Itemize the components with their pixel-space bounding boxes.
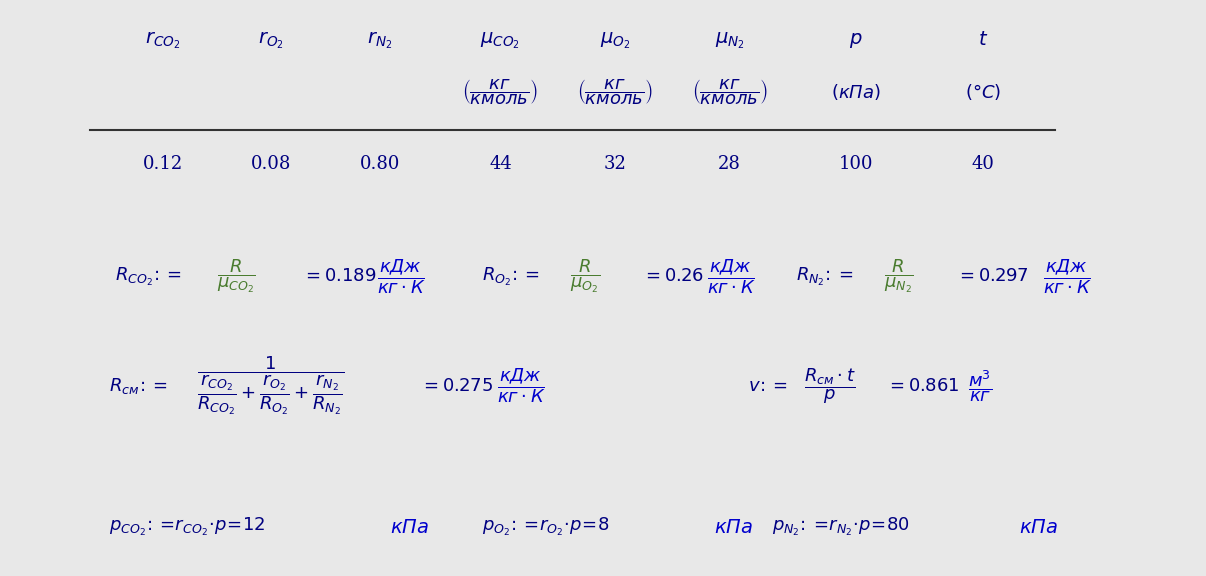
- Text: $R_{CO_2}\!:=$: $R_{CO_2}\!:=$: [115, 266, 181, 287]
- Text: $\dfrac{\mathbf{\mathit{кДж}}}{\mathbf{\mathit{кг}}\cdot\mathbf{\mathit{К}}}$: $\dfrac{\mathbf{\mathit{кДж}}}{\mathbf{\…: [707, 257, 755, 296]
- Text: $r_{N_2}$: $r_{N_2}$: [368, 30, 392, 51]
- Text: $p_{O_2}\!:=\!r_{O_2}\!\cdot\!p\!=\!8$: $p_{O_2}\!:=\!r_{O_2}\!\cdot\!p\!=\!8$: [482, 516, 610, 538]
- Text: $=0.26$: $=0.26$: [642, 267, 703, 286]
- Text: $R_{см}\!:=$: $R_{см}\!:=$: [109, 376, 166, 396]
- Text: $\dfrac{\mathbf{\mathit{кДж}}}{\mathbf{\mathit{кг}}\cdot\mathbf{\mathit{К}}}$: $\dfrac{\mathbf{\mathit{кДж}}}{\mathbf{\…: [497, 366, 545, 406]
- Text: 100: 100: [839, 155, 873, 173]
- Text: $\dfrac{1}{\dfrac{r_{CO_2}}{R_{CO_2}}+\dfrac{r_{O_2}}{R_{O_2}}+\dfrac{r_{N_2}}{R: $\dfrac{1}{\dfrac{r_{CO_2}}{R_{CO_2}}+\d…: [197, 355, 345, 417]
- Text: 0.08: 0.08: [251, 155, 292, 173]
- Text: $\mathbf{\mathit{кПа}}$: $\mathbf{\mathit{кПа}}$: [390, 518, 428, 536]
- Text: $\mu_{N_2}$: $\mu_{N_2}$: [715, 30, 744, 51]
- Text: $p_{N_2}\!:=\!r_{N_2}\!\cdot\!p\!=\!80$: $p_{N_2}\!:=\!r_{N_2}\!\cdot\!p\!=\!80$: [772, 516, 909, 538]
- Text: $=0.275$: $=0.275$: [420, 377, 493, 395]
- Text: $r_{O_2}$: $r_{O_2}$: [258, 30, 285, 51]
- Text: $p$: $p$: [849, 31, 863, 50]
- Text: $=0.297$: $=0.297$: [956, 267, 1029, 286]
- Text: $r_{CO_2}$: $r_{CO_2}$: [145, 30, 181, 51]
- Text: $\left(\dfrac{\mathbf{\mathit{кг}}}{\mathbf{\mathit{кмоль}}}\right)$: $\left(\dfrac{\mathbf{\mathit{кг}}}{\mat…: [462, 77, 539, 107]
- Text: $\dfrac{\mathit{R}}{\mu_{N_2}}$: $\dfrac{\mathit{R}}{\mu_{N_2}}$: [884, 257, 914, 295]
- Text: $=0.189$: $=0.189$: [302, 267, 376, 286]
- Text: $\mu_{CO_2}$: $\mu_{CO_2}$: [480, 30, 521, 51]
- Text: $\dfrac{\mathbf{\mathit{кДж}}}{\mathbf{\mathit{кг}}\cdot\mathbf{\mathit{К}}}$: $\dfrac{\mathbf{\mathit{кДж}}}{\mathbf{\…: [1043, 257, 1091, 296]
- Text: $\left(\dfrac{\mathbf{\mathit{кг}}}{\mathbf{\mathit{кмоль}}}\right)$: $\left(\dfrac{\mathbf{\mathit{кг}}}{\mat…: [691, 77, 768, 107]
- Text: $\dfrac{R_{см}\cdot t}{p}$: $\dfrac{R_{см}\cdot t}{p}$: [804, 366, 856, 406]
- Text: $\dfrac{\mathit{R}}{\mu_{O_2}}$: $\dfrac{\mathit{R}}{\mu_{O_2}}$: [570, 257, 601, 295]
- Text: $p_{CO_2}\!:=\!r_{CO_2}\!\cdot\!p\!=\!12$: $p_{CO_2}\!:=\!r_{CO_2}\!\cdot\!p\!=\!12…: [109, 516, 265, 538]
- Text: $v\!:=$: $v\!:=$: [748, 377, 788, 395]
- Text: 0.12: 0.12: [142, 155, 183, 173]
- Text: $\mathbf{\mathit{(кПа)}}$: $\mathbf{\mathit{(кПа)}}$: [831, 82, 882, 102]
- Text: $\mathbf{\mathit{кПа}}$: $\mathbf{\mathit{кПа}}$: [714, 518, 753, 536]
- Text: 40: 40: [972, 155, 994, 173]
- Text: 0.80: 0.80: [359, 155, 400, 173]
- Text: $\left(\dfrac{\mathbf{\mathit{кг}}}{\mathbf{\mathit{кмоль}}}\right)$: $\left(\dfrac{\mathbf{\mathit{кг}}}{\mat…: [576, 77, 654, 107]
- Text: 44: 44: [490, 155, 511, 173]
- Text: $t$: $t$: [978, 31, 988, 50]
- Text: $(°\mathit{C})$: $(°\mathit{C})$: [965, 82, 1001, 102]
- Text: 32: 32: [604, 155, 626, 173]
- Text: $\mathbf{\mathit{кПа}}$: $\mathbf{\mathit{кПа}}$: [1019, 518, 1058, 536]
- Text: $\dfrac{\mathbf{\mathit{кДж}}}{\mathbf{\mathit{кг}}\cdot\mathbf{\mathit{К}}}$: $\dfrac{\mathbf{\mathit{кДж}}}{\mathbf{\…: [377, 257, 426, 296]
- Text: $\dfrac{\mathit{R}}{\mu_{CO_2}}$: $\dfrac{\mathit{R}}{\mu_{CO_2}}$: [217, 257, 256, 295]
- Text: $R_{N_2}\!:=$: $R_{N_2}\!:=$: [796, 266, 853, 287]
- Text: $\mu_{O_2}$: $\mu_{O_2}$: [599, 30, 631, 51]
- Text: 28: 28: [719, 155, 740, 173]
- Text: $=0.861$: $=0.861$: [886, 377, 960, 395]
- Text: $\dfrac{\mathbf{\mathit{м}}^3}{\mathbf{\mathit{кг}}}$: $\dfrac{\mathbf{\mathit{м}}^3}{\mathbf{\…: [968, 368, 993, 404]
- Text: $R_{O_2}\!:=$: $R_{O_2}\!:=$: [482, 266, 540, 287]
